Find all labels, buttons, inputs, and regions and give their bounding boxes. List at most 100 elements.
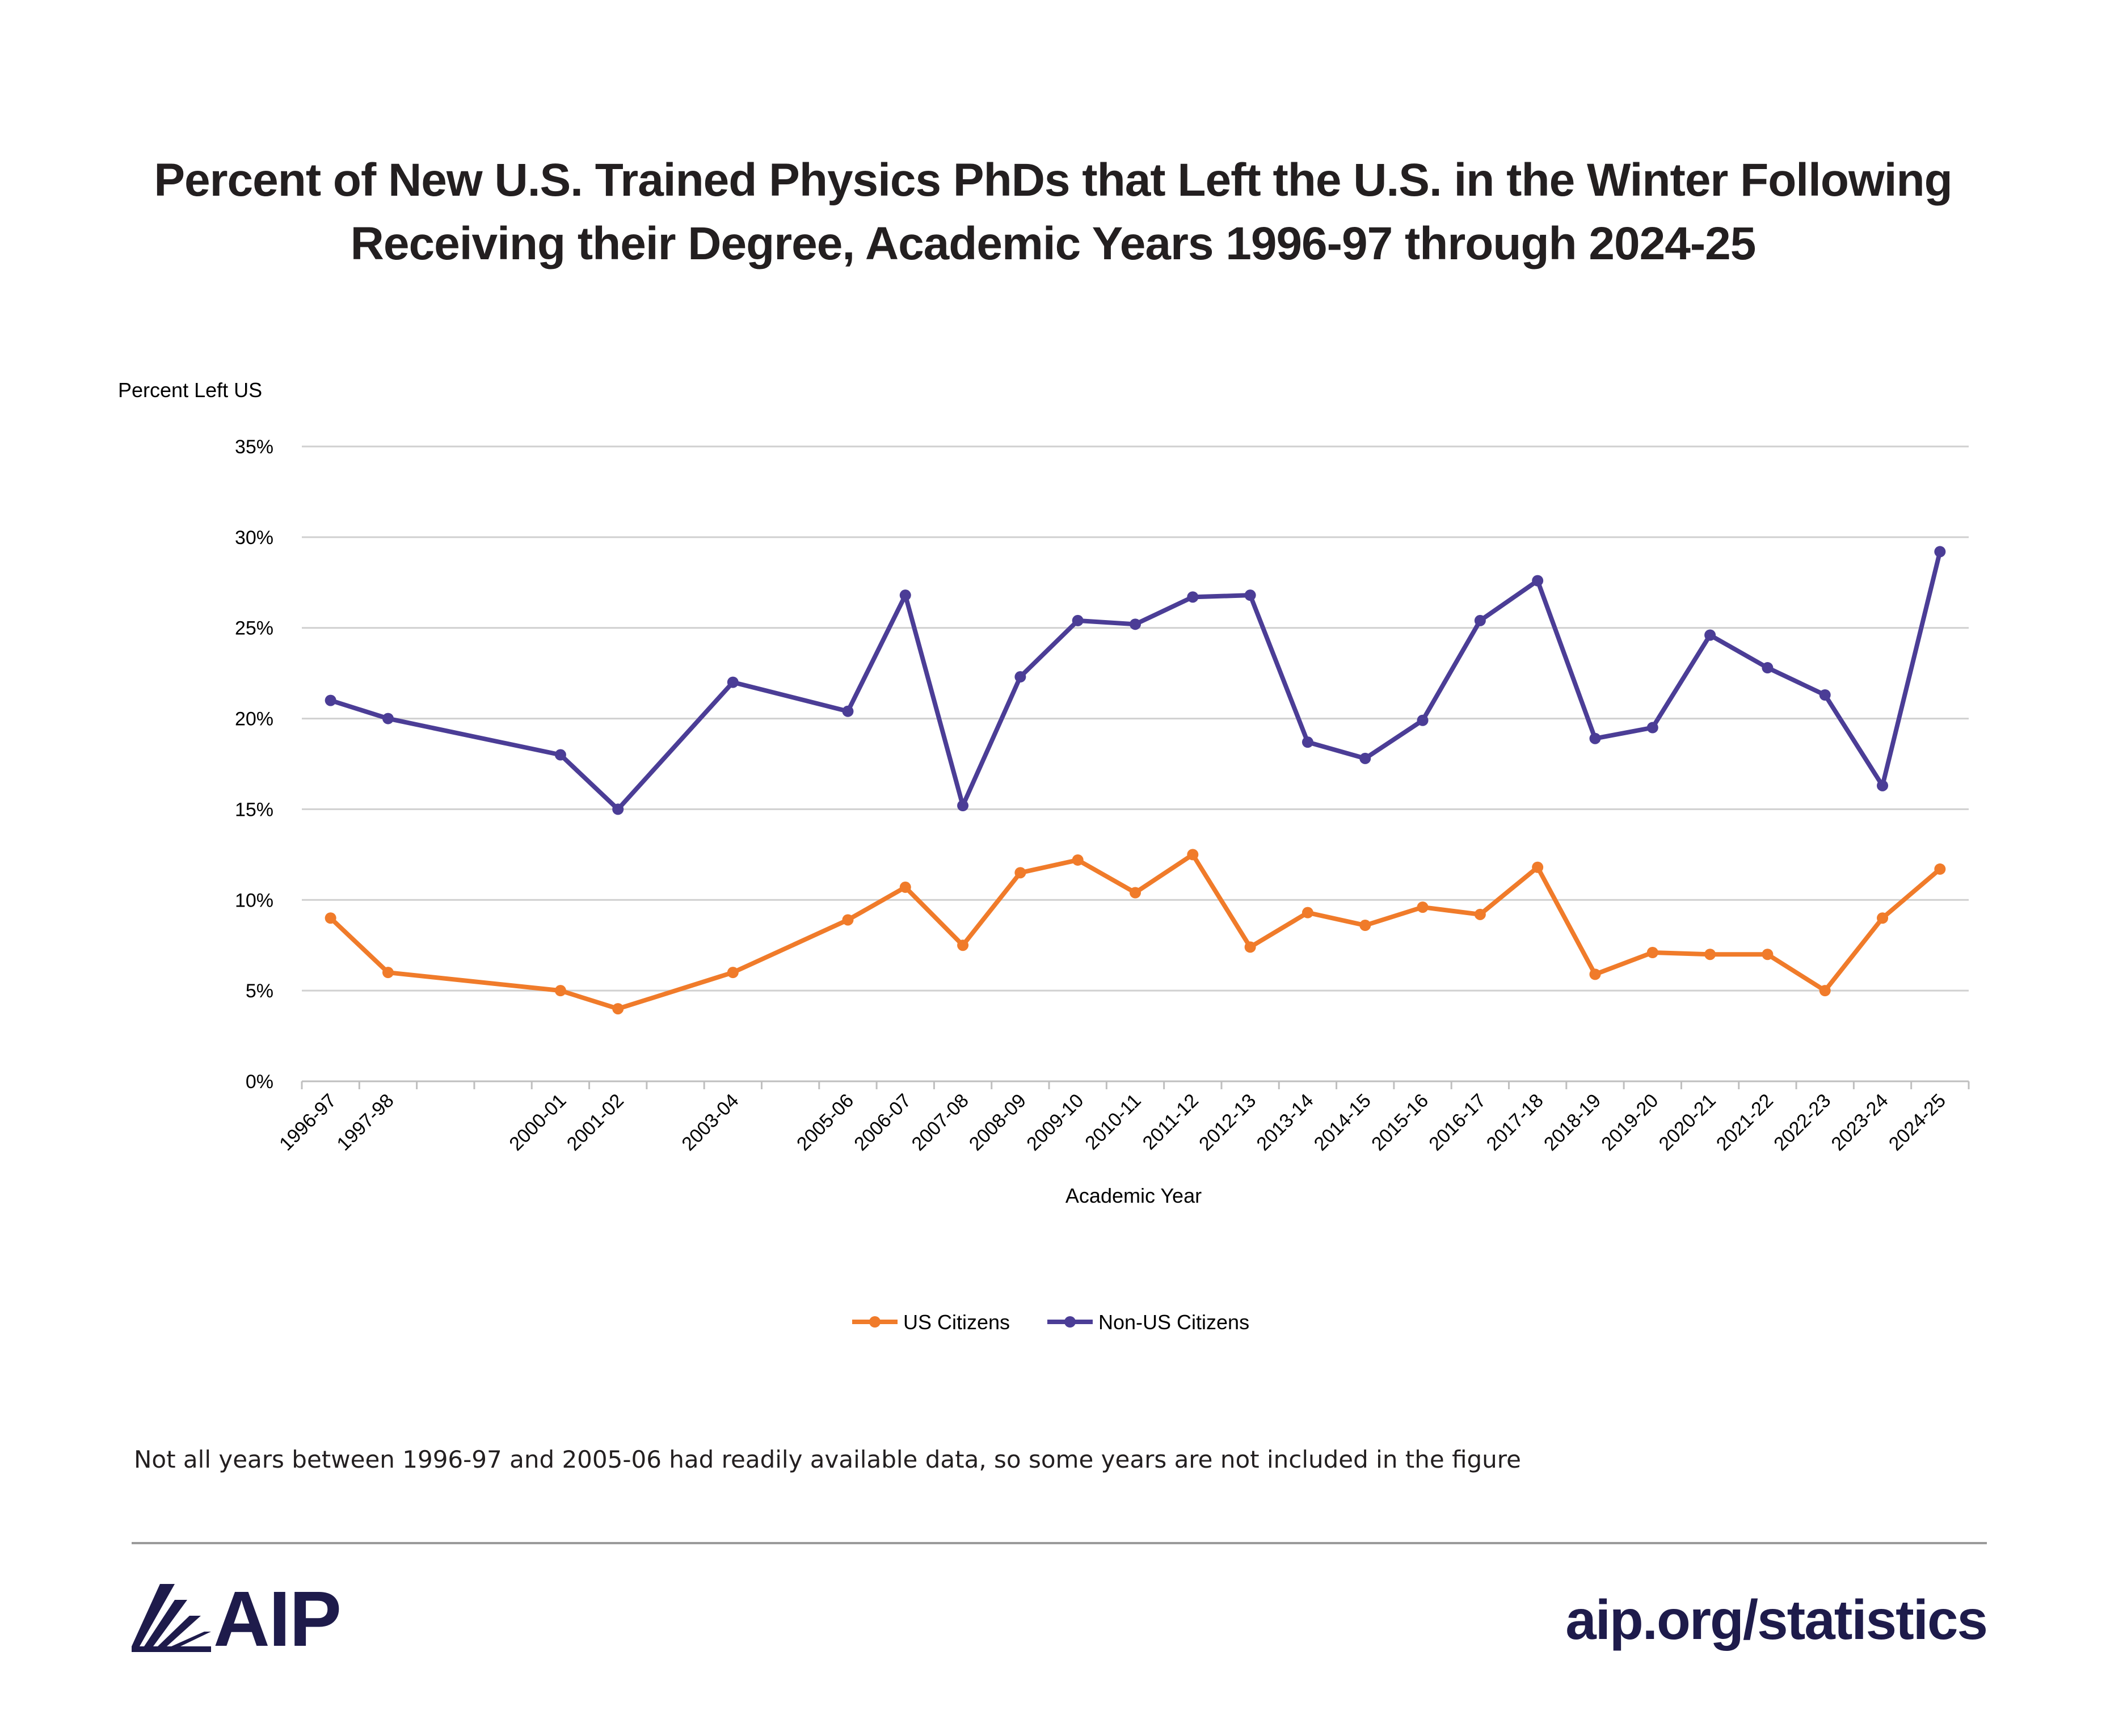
statistics-site-link[interactable]: aip.org/statistics — [1565, 1588, 1988, 1651]
data-point-non-us-citizens — [554, 749, 566, 761]
data-point-non-us-citizens — [1301, 736, 1313, 748]
data-point-us-citizens — [1646, 947, 1658, 959]
data-point-non-us-citizens — [325, 694, 336, 706]
data-point-us-citizens — [1072, 854, 1084, 866]
x-tick-label: 2005-06 — [793, 1090, 858, 1155]
data-point-non-us-citizens — [1589, 732, 1601, 744]
x-tick-label: 2000-01 — [505, 1090, 570, 1155]
data-point-non-us-citizens — [1014, 671, 1026, 683]
x-tick-label: 2018-19 — [1540, 1090, 1605, 1155]
data-point-us-citizens — [1819, 985, 1831, 997]
data-point-us-citizens — [899, 881, 911, 893]
series-line-us-citizens — [328, 852, 1943, 1012]
x-tick-label: 2022-23 — [1770, 1090, 1835, 1155]
chart-title: Percent of New U.S. Trained Physics PhDs… — [0, 149, 2106, 276]
data-point-us-citizens — [1704, 949, 1716, 960]
data-point-non-us-citizens — [1359, 752, 1371, 764]
data-point-us-citizens — [957, 939, 969, 951]
footnote: Not all years between 1996-97 and 2005-0… — [134, 1446, 1521, 1473]
data-point-non-us-citizens — [1474, 614, 1486, 626]
chart-title-line-1: Percent of New U.S. Trained Physics PhDs… — [154, 154, 1952, 206]
data-point-non-us-citizens — [1704, 629, 1716, 641]
data-point-non-us-citizens — [1244, 589, 1256, 601]
y-tick-label: 20% — [235, 709, 273, 730]
data-point-non-us-citizens — [842, 705, 854, 717]
y-tick-label: 25% — [235, 618, 273, 639]
x-tick-label: 2011-12 — [1139, 1090, 1203, 1154]
x-tick-label: 2016-17 — [1425, 1090, 1490, 1155]
y-tick-label: 30% — [235, 527, 273, 549]
data-point-non-us-citizens — [1762, 662, 1774, 674]
data-point-us-citizens — [1934, 863, 1946, 875]
x-tick-label: 2019-20 — [1597, 1090, 1662, 1155]
data-point-us-citizens — [1187, 849, 1199, 861]
x-tick-label: 2008-09 — [965, 1090, 1030, 1155]
data-point-non-us-citizens — [727, 676, 739, 688]
x-tick-label: 1996-97 — [275, 1090, 340, 1155]
x-tick-label: 1997-98 — [333, 1090, 398, 1155]
y-tick-label: 0% — [246, 1071, 273, 1093]
data-point-us-citizens — [1532, 861, 1544, 873]
chart-title-line-2: Receiving their Degree, Academic Years 1… — [350, 218, 1757, 269]
data-point-non-us-citizens — [1646, 722, 1658, 734]
gridlines — [302, 445, 1969, 992]
x-tick-label: 2001-02 — [563, 1090, 628, 1155]
x-tick-label: 2015-16 — [1367, 1090, 1433, 1155]
data-point-non-us-citizens — [1934, 546, 1946, 558]
series-group — [325, 546, 1946, 1015]
data-point-non-us-citizens — [899, 589, 911, 601]
y-tick-label: 15% — [235, 799, 273, 820]
data-point-non-us-citizens — [1130, 618, 1141, 630]
data-point-non-us-citizens — [1819, 689, 1831, 701]
footer-divider — [132, 1542, 1987, 1544]
y-axis-ticks: 0% 5% 10% 15% 20% 25% 30% 35% — [235, 436, 273, 1093]
series-line-non-us-citizens — [328, 549, 1943, 812]
data-point-us-citizens — [1014, 867, 1026, 879]
data-point-non-us-citizens — [1072, 614, 1084, 626]
x-tick-label: 2021-22 — [1712, 1090, 1778, 1155]
y-tick-label: 5% — [246, 980, 273, 1002]
x-tick-label: 2023-24 — [1827, 1090, 1893, 1155]
data-point-non-us-citizens — [1877, 779, 1889, 791]
legend: US Citizens Non-US Citizens — [852, 1311, 1249, 1334]
x-tick-label: 2013-14 — [1252, 1090, 1317, 1155]
data-point-us-citizens — [842, 914, 854, 926]
legend-label-non-us-citizens: Non-US Citizens — [1098, 1311, 1249, 1334]
data-point-us-citizens — [1244, 941, 1256, 953]
data-point-us-citizens — [1589, 968, 1601, 980]
x-tick-label: 2017-18 — [1482, 1090, 1548, 1155]
x-tick-label: 2007-08 — [908, 1090, 973, 1155]
data-point-us-citizens — [1877, 912, 1889, 924]
x-axis-title: Academic Year — [1065, 1184, 1202, 1207]
x-tick-label: 2009-10 — [1022, 1090, 1088, 1155]
data-point-us-citizens — [382, 967, 394, 979]
data-point-non-us-citizens — [1187, 591, 1199, 603]
data-point-us-citizens — [727, 967, 739, 979]
x-tick-label: 2006-07 — [850, 1090, 915, 1155]
x-tick-label: 2020-21 — [1655, 1090, 1720, 1155]
data-point-us-citizens — [1474, 908, 1486, 920]
x-tick-label: 2010-11 — [1081, 1090, 1145, 1154]
x-axis — [301, 1080, 1970, 1089]
legend-marker-us-citizens — [869, 1316, 881, 1328]
y-axis-title: Percent Left US — [118, 378, 262, 402]
data-point-non-us-citizens — [957, 800, 969, 812]
data-point-us-citizens — [554, 985, 566, 997]
legend-label-us-citizens: US Citizens — [903, 1311, 1010, 1334]
data-point-us-citizens — [612, 1003, 624, 1015]
y-tick-label: 10% — [235, 890, 273, 911]
y-tick-label: 35% — [235, 436, 273, 458]
data-point-us-citizens — [1301, 907, 1313, 918]
x-tick-label: 2014-15 — [1310, 1090, 1375, 1155]
x-tick-label: 2024-25 — [1885, 1090, 1950, 1155]
x-tick-label: 2012-13 — [1195, 1090, 1260, 1155]
data-point-us-citizens — [1359, 920, 1371, 932]
data-point-us-citizens — [1762, 949, 1774, 960]
data-point-non-us-citizens — [382, 713, 394, 724]
x-tick-label: 2003-04 — [677, 1090, 743, 1155]
data-point-us-citizens — [325, 912, 336, 924]
data-point-us-citizens — [1417, 901, 1429, 913]
aip-logo-icon — [132, 1584, 211, 1652]
